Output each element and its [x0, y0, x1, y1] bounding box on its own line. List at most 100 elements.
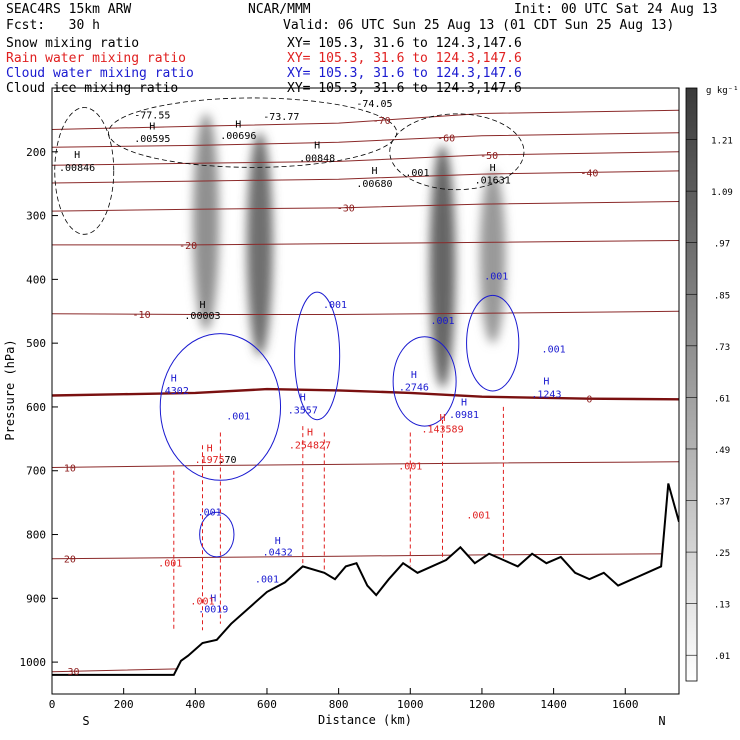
- rain-label-9: .001: [190, 597, 214, 608]
- x-tick-label-1: 200: [114, 698, 134, 711]
- hydrometeor-contour-layer: [54, 97, 525, 631]
- y-tick-label-6: 800: [26, 529, 46, 542]
- snow-core-3: [479, 170, 506, 344]
- cloud-water-label-14: .001: [226, 412, 250, 423]
- x-tick-label-8: 1600: [612, 698, 639, 711]
- snow-label-1: -73.77: [263, 112, 299, 123]
- cloud-water-label-10: H: [461, 398, 467, 409]
- x-tick-label-6: 1200: [469, 698, 496, 711]
- isotherm-line-2: [52, 151, 679, 166]
- y-tick-label-8: 1000: [20, 656, 47, 669]
- rain-label-2: H: [307, 428, 313, 439]
- cloud-water-label-13: .3557: [288, 405, 318, 416]
- colorbar-tick-label-5: .61: [714, 394, 730, 404]
- snow-label-10: .00846: [59, 163, 95, 174]
- init-time: Init: 00 UTC Sat 24 Aug 13: [514, 2, 718, 17]
- cloud-water-label-8: H: [411, 370, 417, 381]
- snow-label-15: .01631: [475, 176, 511, 187]
- snow-label-8: .00848: [299, 153, 335, 164]
- snow-label-17: .00003: [184, 311, 220, 322]
- cloud-ice-contour-0: [54, 107, 115, 235]
- colorbar-tick-label-6: .73: [714, 343, 730, 353]
- y-tick-label-0: 200: [26, 146, 46, 159]
- cloud-water-field-label: Cloud water mixing ratio: [6, 66, 194, 81]
- isotherm-label-2: -50: [480, 151, 498, 162]
- colorbar-tick-label-4: .49: [714, 446, 730, 456]
- snow-shading-layer: [193, 113, 506, 388]
- x-tick-label-5: 1000: [397, 698, 424, 711]
- snow-label-9: H: [74, 150, 80, 161]
- isotherm-label-7: 0: [586, 395, 592, 406]
- cloud-water-label-3: .001: [542, 345, 566, 356]
- colorbar-tick-label-10: 1.21: [711, 137, 733, 147]
- terrain-layer: [52, 483, 679, 694]
- cloud-water-label-19: H: [210, 594, 216, 605]
- cloud-water-contour-1: [294, 291, 341, 421]
- rain-label-10: .70: [219, 455, 237, 466]
- snow-core-2: [429, 145, 456, 388]
- x-axis-south-label: S: [82, 714, 89, 728]
- colorbar-tick-label-1: .13: [714, 601, 730, 611]
- cloud-water-contour-4: [199, 511, 235, 558]
- cloud-water-contour-2: [392, 336, 457, 427]
- y-tick-label-3: 500: [26, 337, 46, 350]
- axes: 0 200 400 600 800 1000 1200 1400 160020030040050…: [20, 146, 639, 711]
- cloud-water-label-9: .2746: [399, 382, 429, 393]
- snow-field-xy: XY= 105.3, 31.6 to 124.3,147.6: [287, 36, 522, 51]
- colorbar: .01 .13 .25 .37 .49 .61 .73 .85 .97 1.09 1.21: [685, 87, 733, 682]
- snow-label-16: H: [199, 300, 205, 311]
- isotherm-line-0: [52, 109, 679, 130]
- isotherm-line-7: [52, 387, 679, 401]
- contour-label-layer: -70 -60 -50 -40 -30 -20 -10 0 10 20 30 -77.55 -73.77…: [59, 99, 598, 678]
- rain-label-7: .001: [466, 511, 490, 522]
- cloud-water-label-0: .001: [323, 300, 347, 311]
- snow-label-12: .00680: [356, 179, 392, 190]
- isotherm-label-5: -20: [179, 241, 197, 252]
- terrain-fill: [52, 483, 679, 694]
- snow-label-5: H: [235, 120, 241, 131]
- cloud-water-label-20: .0019: [198, 604, 228, 615]
- y-tick-label-1: 300: [26, 210, 46, 223]
- rain-label-1: .143589: [421, 424, 463, 435]
- isotherm-line-6: [52, 310, 679, 315]
- snow-label-0: -77.55: [134, 111, 170, 122]
- cloud-water-field-xy: XY= 105.3, 31.6 to 124.3,147.6: [287, 66, 522, 81]
- x-tick-label-2: 400: [185, 698, 205, 711]
- rain-label-5: .1975: [195, 455, 225, 466]
- cloud-water-label-4: H: [543, 377, 549, 388]
- colorbar-tick-label-9: 1.09: [711, 188, 733, 198]
- cloud-water-label-18: .001: [255, 574, 279, 585]
- cloud-water-label-12: H: [300, 393, 306, 404]
- isotherm-label-1: -60: [437, 133, 455, 144]
- rain-label-6: .001: [398, 461, 422, 472]
- isotherm-label-6: -10: [133, 310, 151, 321]
- model-title: SEAC4RS 15km ARW: [6, 2, 132, 17]
- cloud-water-contour-3: [466, 294, 520, 392]
- colorbar-tick-label-3: .37: [714, 498, 730, 508]
- cloud-water-label-5: .1243: [531, 389, 561, 400]
- colorbar-tick-label-2: .25: [714, 549, 730, 559]
- x-axis-north-label: N: [658, 714, 665, 728]
- y-tick-label-4: 600: [26, 401, 46, 414]
- cloud-water-label-17: .0432: [263, 548, 293, 559]
- x-tick-label-7: 1400: [540, 698, 567, 711]
- colorbar-unit: g kg⁻¹: [706, 86, 739, 96]
- cloud-ice-contour-1: [108, 97, 398, 168]
- cloud-water-label-15: .001: [198, 507, 222, 518]
- x-tick-label-0: 0: [49, 698, 56, 711]
- rain-label-4: H: [207, 444, 213, 455]
- plot-frame: [51, 87, 680, 695]
- colorbar-tick-label-0: .01: [714, 652, 730, 662]
- isotherm-layer: [52, 109, 679, 673]
- rain-label-3: .254827: [289, 440, 331, 451]
- valid-time: Valid: 06 UTC Sun 25 Aug 13 (01 CDT Sun …: [283, 18, 675, 33]
- rain-label-0: H: [440, 413, 446, 424]
- cloud-water-label-16: H: [275, 536, 281, 547]
- colorbar-tick-label-8: .97: [714, 240, 730, 250]
- snow-label-2: -74.05: [356, 99, 392, 110]
- rain-field-xy: XY= 105.3, 31.6 to 124.3,147.6: [287, 51, 522, 66]
- snow-label-11: H: [371, 166, 377, 177]
- isotherm-line-1: [52, 132, 679, 148]
- cloud-water-label-2: .001: [484, 271, 508, 282]
- y-tick-label-7: 900: [26, 592, 46, 605]
